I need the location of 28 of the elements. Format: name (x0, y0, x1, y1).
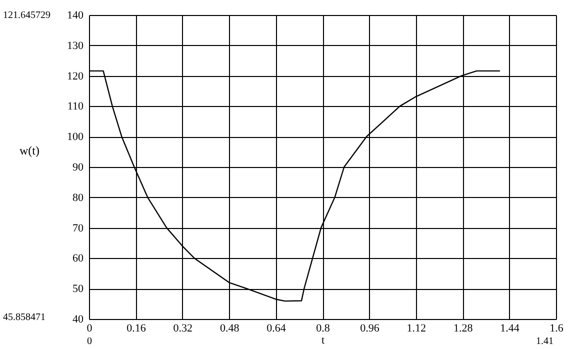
y-tick-label: 60 (72, 252, 84, 265)
x-tick-label: 0.32 (173, 322, 193, 334)
y-tick-label: 120 (67, 70, 84, 82)
text: 121.645729 (3, 10, 50, 21)
x-tick-label: 0.64 (266, 322, 286, 334)
x-tick-label: 0.16 (126, 322, 146, 334)
x-axis-title: t (321, 334, 325, 346)
y-tick-label: 70 (72, 222, 84, 234)
y-tick-label: 40 (72, 314, 84, 326)
y-tick-label: 130 (67, 40, 84, 52)
text: 45.858471 (3, 312, 46, 323)
x-tick-label: 0 (86, 322, 93, 334)
x-tick-label: 0.8 (316, 322, 330, 334)
x-tick-label: 1.6 (550, 322, 564, 334)
y-tick-label: 110 (67, 100, 84, 113)
y-tick-label: 100 (67, 131, 84, 144)
y-tick-label: 50 (72, 283, 84, 296)
y-tick-label: 80 (72, 192, 84, 204)
text: 1.41 (536, 336, 554, 347)
text: 0 (87, 336, 92, 347)
y-axis-title: w(t) (20, 144, 40, 158)
x-tick-label: 1.28 (453, 322, 474, 334)
y-tick-label: 90 (72, 162, 84, 174)
x-tick-label: 1.12 (406, 322, 426, 334)
x-tick-label: 1.44 (500, 322, 520, 334)
y-tick-label: 140 (67, 10, 84, 22)
x-tick-label: 0.96 (360, 322, 380, 334)
x-tick-label: 0.48 (220, 322, 240, 334)
